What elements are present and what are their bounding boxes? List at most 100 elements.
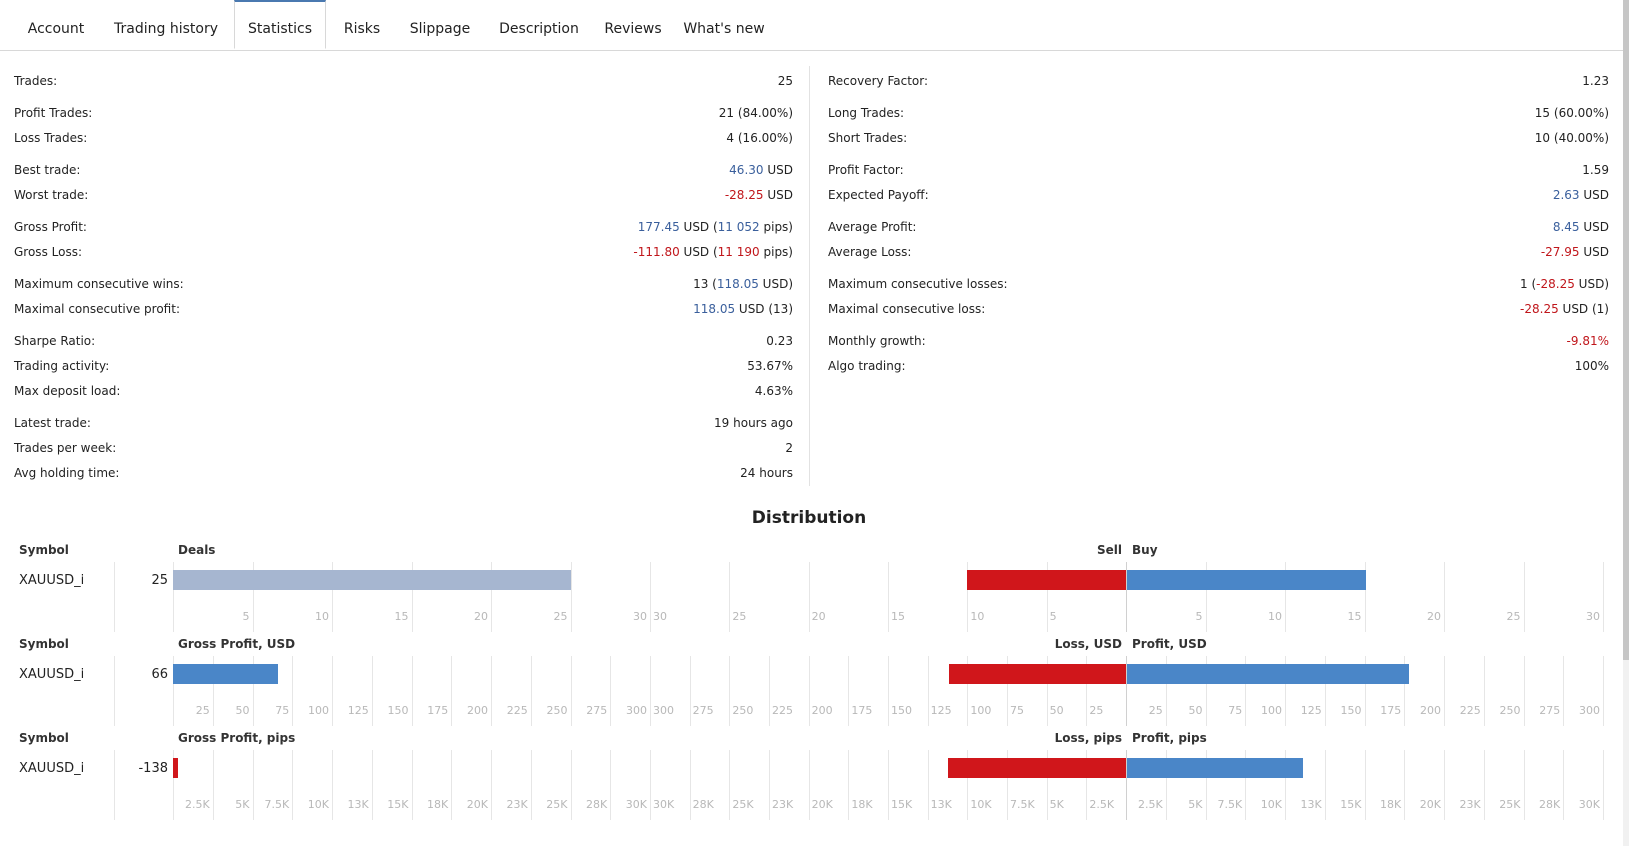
left-axis-gridline [570,750,572,820]
tab-reviews[interactable]: Reviews [604,21,662,37]
negative-axis-tick: 125 [930,704,952,717]
left-chart-header: Gross Profit, pips [178,731,296,745]
left-axis-tick: 18K [427,798,449,811]
left-axis-gridline [530,656,532,726]
negative-axis-gridline [769,750,770,820]
positive-axis-gridline [1603,562,1604,632]
left-axis-tick: 2.5K [185,798,210,811]
negative-axis-tick: 250 [732,704,754,717]
stat-value: 2 [785,441,793,455]
stat-value-part: 4 (16.00%) [726,131,793,145]
left-axis-tick: 300 [626,704,647,717]
stat-value: 1.23 [1582,74,1609,88]
left-axis-tick: 20 [474,610,488,623]
left-axis-baseline [173,656,174,726]
symbol-name[interactable]: XAUUSD_i [19,573,85,588]
negative-axis-gridline [888,656,889,726]
left-axis-gridline [530,750,532,820]
left-axis-gridline [212,750,214,820]
positive-axis-tick: 7.5K [1217,798,1243,811]
stat-value-part: 1.59 [1582,163,1609,177]
symbol-name[interactable]: XAUUSD_i [19,761,85,776]
stat-value-part: 15 (60.00%) [1534,106,1609,120]
symbol-name[interactable]: XAUUSD_i [19,667,85,682]
split-axis-center [1126,750,1127,820]
symbol-divider [114,656,115,726]
stat-value-part: 2 [785,441,793,455]
negative-axis-tick: 50 [1049,704,1064,717]
negative-series-bar [948,758,1126,778]
negative-axis-tick: 23K [772,798,794,811]
negative-axis-gridline [808,656,810,726]
stat-value-part: -9.81% [1566,334,1609,348]
positive-axis-gridline [1563,656,1565,726]
stat-label: Maximal consecutive profit: [14,302,180,316]
positive-axis-tick: 100 [1261,704,1282,717]
left-axis-gridline [332,562,333,632]
tab-risks[interactable]: Risks [343,21,381,37]
left-axis-gridline [332,656,333,726]
tab-account[interactable]: Account [27,21,85,37]
stat-label: Maximum consecutive losses: [828,277,1008,291]
stat-value: 10 (40.00%) [1535,131,1609,145]
stat-value: -28.25 USD [725,188,793,202]
negative-axis-gridline [1046,562,1048,632]
positive-axis-gridline [1444,750,1445,820]
positive-axis-tick: 20K [1419,798,1441,811]
positive-axis-tick: 15K [1340,798,1362,811]
negative-axis-gridline [967,656,969,726]
stat-value-part: USD [763,163,793,177]
negative-axis-tick: 200 [811,704,833,717]
negative-axis-gridline [848,656,850,726]
left-axis-tick: 5 [242,610,250,623]
negative-series-bar [967,570,1126,590]
stat-value-part: pips) [759,220,793,234]
negative-axis-tick: 10K [970,798,992,811]
left-axis-tick: 50 [235,704,250,717]
left-axis-baseline [173,562,174,632]
tab-what-s-new[interactable]: What's new [683,21,765,37]
tab-slippage[interactable]: Slippage [409,21,471,37]
negative-axis-gridline [967,562,969,632]
negative-series-header: Loss, USD [1054,637,1122,651]
negative-axis-gridline [689,656,691,726]
negative-axis-gridline [967,750,969,820]
negative-axis-gridline [1007,656,1008,726]
stat-value-part: 24 hours [740,466,793,480]
stat-value: -28.25 USD (1) [1520,302,1609,316]
negative-axis-gridline [848,750,850,820]
left-axis-gridline [371,750,373,820]
positive-axis-gridline [1364,750,1366,820]
positive-axis-tick: 5 [1195,610,1203,623]
column-divider [809,66,810,486]
stat-value: 21 (84.00%) [719,106,793,120]
positive-axis-gridline [1285,750,1286,820]
positive-axis-tick: 225 [1459,704,1481,717]
scrollbar-thumb[interactable] [1623,0,1629,660]
negative-axis-gridline [808,562,810,632]
stat-value-part: 118.05 [693,302,736,316]
positive-axis-tick: 2.5K [1138,798,1163,811]
stat-value: 2.63 USD [1553,188,1609,202]
stat-label: Maximum consecutive wins: [14,277,184,291]
tab-trading-history[interactable]: Trading history [114,21,218,37]
stat-value: 4.63% [755,384,793,398]
stat-value-part: 21 (84.00%) [718,106,793,120]
stat-value-part: -27.95 [1540,245,1580,259]
left-axis-tick: 100 [308,704,329,717]
stat-value-part: -28.25 [1536,277,1575,291]
left-axis-tick: 30 [633,610,647,623]
stat-value-part: USD [763,188,793,202]
stat-label: Average Profit: [828,220,917,234]
left-axis-gridline [212,656,214,726]
symbol-header: Symbol [19,637,69,651]
positive-axis-gridline [1205,562,1207,632]
left-axis-tick: 200 [467,704,488,717]
positive-axis-gridline [1523,656,1525,726]
stat-value: 100% [1575,359,1609,373]
tab-description[interactable]: Description [499,21,579,37]
stat-value: 24 hours [740,466,793,480]
left-axis-gridline [570,562,572,632]
tab-statistics[interactable]: Statistics [234,0,326,49]
negative-axis-tick: 10 [970,610,985,623]
